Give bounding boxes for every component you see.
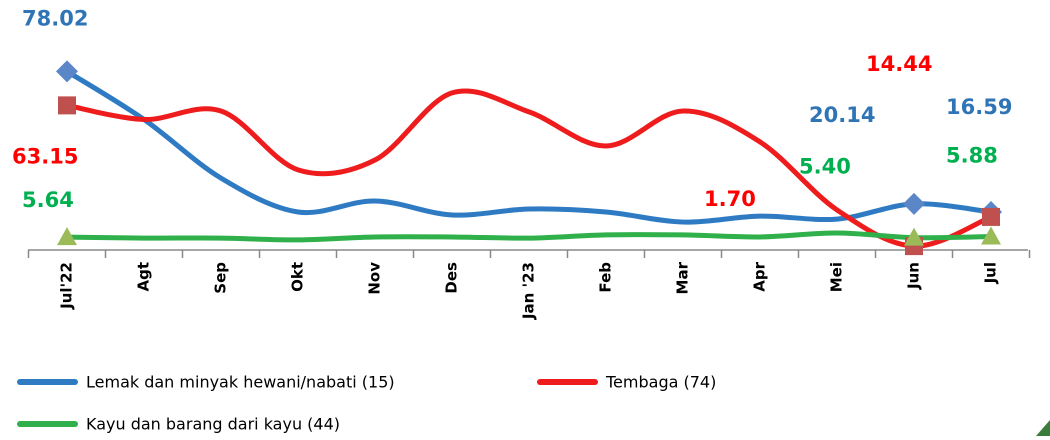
data-label: 5.88 [946, 144, 998, 168]
x-tick-label: Jan '23 [520, 262, 538, 320]
marker [58, 96, 76, 115]
legend-label: Kayu dan barang dari kayu (44) [86, 415, 340, 434]
x-tick-label: Nov [366, 262, 384, 295]
legend-label: Tembaga (74) [605, 373, 716, 392]
marker [904, 227, 924, 246]
marker [903, 192, 925, 215]
legend-label: Lemak dan minyak hewani/nabati (15) [86, 373, 395, 392]
data-label: 20.14 [809, 103, 875, 127]
x-tick-label: Feb [597, 262, 615, 293]
data-label: 5.64 [22, 188, 74, 212]
marker [981, 226, 1001, 245]
x-tick-label: Okt [289, 262, 307, 292]
x-tick-label: Jun [905, 262, 923, 290]
x-tick-label: Mei [828, 262, 846, 292]
x-tick-label: Mar [674, 261, 692, 294]
marker [56, 60, 78, 83]
x-tick-label: Jul'22 [58, 262, 76, 310]
x-tick-label: Sep [212, 262, 230, 294]
corner-decoration [1036, 420, 1050, 436]
x-tick-label: Jul [982, 262, 1000, 284]
x-tick-label: Des [443, 262, 461, 294]
x-tick-label: Apr [751, 261, 769, 291]
marker [57, 227, 77, 246]
data-label: 16.59 [946, 95, 1012, 119]
series-line [64, 230, 994, 243]
data-label: 63.15 [12, 144, 78, 168]
series-line [64, 88, 994, 249]
data-label: 78.02 [22, 6, 88, 30]
x-tick-label: Agt [135, 262, 153, 292]
marker [982, 207, 1000, 226]
series-line [64, 68, 994, 225]
data-label: 14.44 [866, 52, 932, 76]
data-label: 1.70 [704, 187, 756, 211]
data-label: 5.40 [799, 155, 851, 179]
